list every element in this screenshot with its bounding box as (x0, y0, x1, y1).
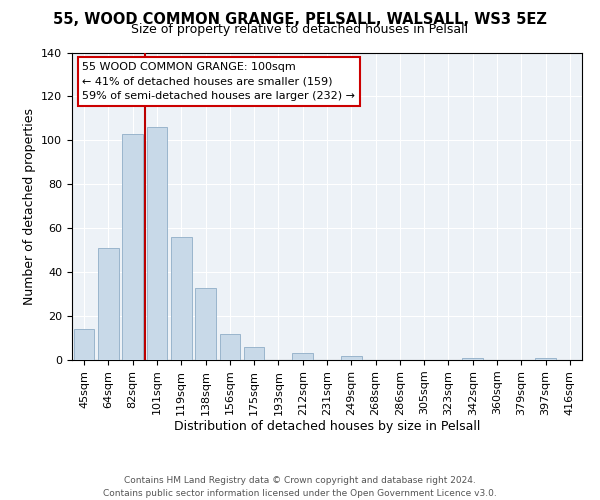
Bar (195, 288, 216, 360)
Bar (122, 134, 143, 360)
X-axis label: Distribution of detached houses by size in Pelsall: Distribution of detached houses by size … (174, 420, 480, 434)
Text: 55, WOOD COMMON GRANGE, PELSALL, WALSALL, WS3 5EZ: 55, WOOD COMMON GRANGE, PELSALL, WALSALL… (53, 12, 547, 28)
Text: Contains HM Land Registry data © Crown copyright and database right 2024.
Contai: Contains HM Land Registry data © Crown c… (103, 476, 497, 498)
Bar (171, 237, 191, 360)
Bar (220, 334, 240, 360)
Bar (341, 356, 362, 360)
Bar (292, 354, 313, 360)
Bar (463, 358, 483, 360)
Bar (98, 248, 119, 360)
Bar (535, 358, 556, 360)
Text: 55 WOOD COMMON GRANGE: 100sqm
← 41% of detached houses are smaller (159)
59% of : 55 WOOD COMMON GRANGE: 100sqm ← 41% of d… (82, 62, 355, 102)
Y-axis label: Number of detached properties: Number of detached properties (23, 108, 35, 304)
Text: Size of property relative to detached houses in Pelsall: Size of property relative to detached ho… (131, 22, 469, 36)
Bar (74, 329, 94, 360)
Bar (244, 347, 265, 360)
Bar (146, 127, 167, 360)
